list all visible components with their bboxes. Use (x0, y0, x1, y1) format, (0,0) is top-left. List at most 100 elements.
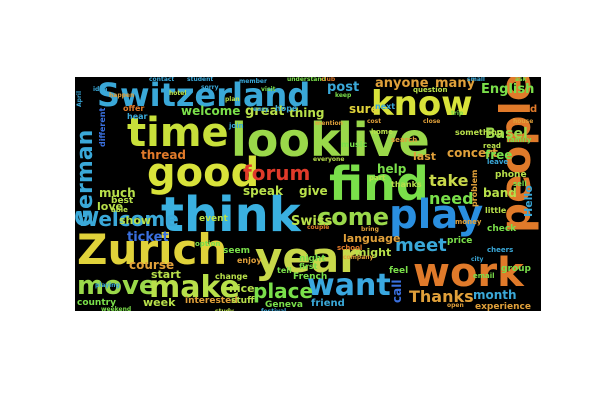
word: experience (475, 302, 531, 312)
word: thanks (391, 180, 422, 189)
word: Hello (522, 185, 535, 217)
word: April (76, 90, 83, 107)
word: live (337, 113, 430, 167)
word: school (337, 244, 363, 252)
word: plan (225, 96, 240, 103)
word: hotel (169, 90, 187, 97)
word: thing (289, 106, 325, 120)
word: everyone (313, 156, 345, 163)
word: week (143, 296, 176, 309)
word: idea (93, 86, 108, 93)
word: Thanks (409, 287, 474, 306)
word: student (187, 77, 214, 83)
word: language (343, 232, 401, 245)
word: much (99, 186, 136, 200)
word: great (245, 104, 285, 119)
word: English (481, 82, 535, 97)
word: festival (261, 309, 286, 312)
word: call (390, 279, 404, 303)
word: something (455, 128, 503, 137)
word: seem (223, 246, 250, 256)
word: bring (361, 226, 379, 233)
word: last (413, 150, 436, 163)
word: weekend (101, 306, 132, 312)
word: sure (349, 102, 379, 116)
word: playing (95, 282, 120, 289)
word: keep (335, 92, 352, 99)
word: look (231, 113, 341, 167)
word: leave (487, 158, 509, 166)
word: music (341, 140, 368, 149)
word: hope (275, 104, 298, 113)
word: free (485, 148, 513, 162)
word: Switzerland (97, 77, 311, 114)
word: want (307, 268, 391, 303)
word: visit (261, 86, 276, 93)
word: show (119, 214, 152, 227)
word: help (377, 162, 407, 176)
word: interested (185, 296, 238, 306)
word: best (111, 196, 134, 206)
word: problem (470, 169, 479, 207)
word: member (239, 78, 267, 85)
word: money (455, 218, 482, 226)
word: night (299, 254, 326, 264)
word: open (447, 302, 464, 309)
word: join (229, 122, 244, 130)
word: ticket (127, 230, 169, 245)
word-cloud: Switzerland know time look live people g… (75, 77, 541, 311)
word: group (501, 264, 531, 274)
word: post (327, 80, 360, 95)
word: know (371, 84, 473, 124)
word: good (147, 150, 260, 196)
word: city (471, 256, 484, 263)
word: month (473, 288, 517, 302)
word: come (317, 203, 389, 231)
word: part (369, 174, 386, 182)
word: sound (503, 104, 538, 115)
word: enjoy (237, 256, 262, 265)
word: welcome (181, 104, 241, 118)
word: change (215, 272, 248, 281)
word: forum (243, 161, 311, 185)
word: make (149, 270, 240, 305)
word: meet (395, 235, 447, 256)
word: sorry (201, 84, 219, 91)
word: house (513, 118, 534, 125)
word: need (429, 189, 474, 208)
word: company (343, 254, 374, 261)
word: price (447, 236, 473, 246)
word: might (355, 246, 392, 259)
word: nice (229, 282, 255, 295)
word: take (429, 171, 469, 190)
word: Welcome (77, 207, 179, 231)
word: place (253, 279, 314, 303)
word: Swiss (291, 214, 333, 229)
word: contact (149, 77, 175, 83)
word: question (413, 86, 448, 94)
word: concert (447, 146, 498, 160)
word: club (321, 77, 336, 83)
word: many (435, 77, 476, 91)
word: search (391, 136, 418, 144)
word: anyone (375, 77, 429, 91)
word: option (195, 240, 221, 248)
word: trip (451, 110, 464, 117)
word: mention (315, 120, 343, 127)
word: able (111, 206, 128, 214)
word: home (371, 128, 393, 136)
word: first (299, 262, 318, 271)
word: work (413, 250, 524, 296)
word: Basel (485, 126, 528, 142)
word: start (151, 268, 181, 281)
word: sell (513, 180, 527, 188)
word: hear (127, 112, 148, 121)
word: next (375, 102, 396, 111)
word: offer (123, 104, 145, 113)
word: stuff (231, 296, 255, 306)
word: French (293, 272, 328, 282)
word: love (97, 200, 123, 213)
word: tell (277, 266, 292, 275)
word: event (199, 214, 228, 224)
word: find (329, 157, 429, 211)
